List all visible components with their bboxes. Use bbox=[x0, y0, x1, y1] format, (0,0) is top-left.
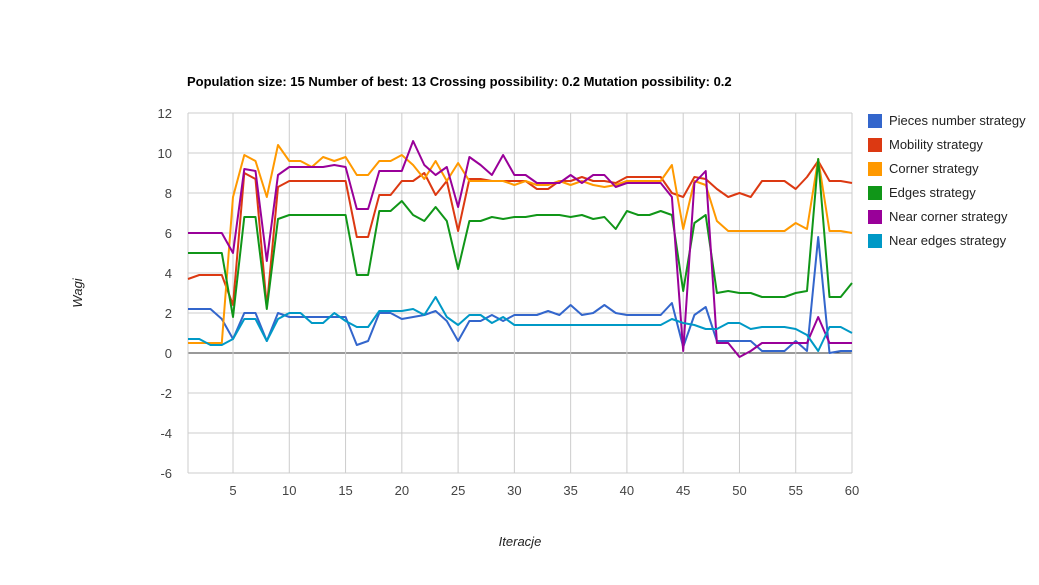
x-tick-label: 10 bbox=[282, 483, 296, 498]
y-tick-label: 12 bbox=[158, 106, 172, 121]
y-tick-label: 8 bbox=[165, 186, 172, 201]
chart-title: Population size: 15 Number of best: 13 C… bbox=[187, 74, 732, 89]
series-line-edges-strategy bbox=[188, 158, 853, 318]
legend-swatch bbox=[868, 114, 882, 128]
x-tick-label: 55 bbox=[788, 483, 802, 498]
legend-swatch bbox=[868, 234, 882, 248]
legend-swatch bbox=[868, 162, 882, 176]
y-tick-label: 10 bbox=[158, 146, 172, 161]
x-axis-ticks: 5 10 15 20 25 30 35 40 45 50 55 60 bbox=[229, 483, 859, 498]
x-tick-label: 45 bbox=[676, 483, 690, 498]
legend-swatch bbox=[868, 138, 882, 152]
x-tick-label: 30 bbox=[507, 483, 521, 498]
legend-label: Pieces number strategy bbox=[889, 113, 1026, 128]
x-tick-label: 15 bbox=[338, 483, 352, 498]
y-tick-label: -2 bbox=[160, 386, 172, 401]
x-tick-label: 25 bbox=[451, 483, 465, 498]
legend-swatch bbox=[868, 186, 882, 200]
x-tick-label: 5 bbox=[229, 483, 236, 498]
legend-label: Edges strategy bbox=[889, 185, 976, 200]
x-tick-label: 40 bbox=[620, 483, 634, 498]
y-axis-ticks: 12 10 8 6 4 2 0 -2 -4 -6 bbox=[158, 106, 172, 481]
legend: Pieces number strategy Mobility strategy C… bbox=[868, 113, 1026, 248]
series-line-near-corner-strategy bbox=[188, 140, 852, 358]
legend-swatch bbox=[868, 210, 882, 224]
x-tick-label: 50 bbox=[732, 483, 746, 498]
legend-label: Near corner strategy bbox=[889, 209, 1008, 224]
series-lines bbox=[187, 140, 853, 358]
y-tick-label: 0 bbox=[165, 346, 172, 361]
y-tick-label: 4 bbox=[165, 266, 172, 281]
series-line-pieces-number-strategy bbox=[188, 236, 852, 354]
y-axis-title: Wagi bbox=[70, 277, 85, 307]
legend-label: Mobility strategy bbox=[889, 137, 983, 152]
x-tick-label: 60 bbox=[845, 483, 859, 498]
series-line-near-edges-strategy bbox=[188, 296, 853, 352]
x-tick-label: 35 bbox=[563, 483, 577, 498]
series-line-mobility-strategy bbox=[187, 160, 853, 308]
y-tick-label: 2 bbox=[165, 306, 172, 321]
x-tick-label: 20 bbox=[395, 483, 409, 498]
y-tick-label: 6 bbox=[165, 226, 172, 241]
y-tick-label: -6 bbox=[160, 466, 172, 481]
series-line-corner-strategy bbox=[188, 144, 853, 344]
x-axis-title: Iteracje bbox=[499, 534, 542, 549]
legend-label: Corner strategy bbox=[889, 161, 979, 176]
y-tick-label: -4 bbox=[160, 426, 172, 441]
legend-label: Near edges strategy bbox=[889, 233, 1007, 248]
